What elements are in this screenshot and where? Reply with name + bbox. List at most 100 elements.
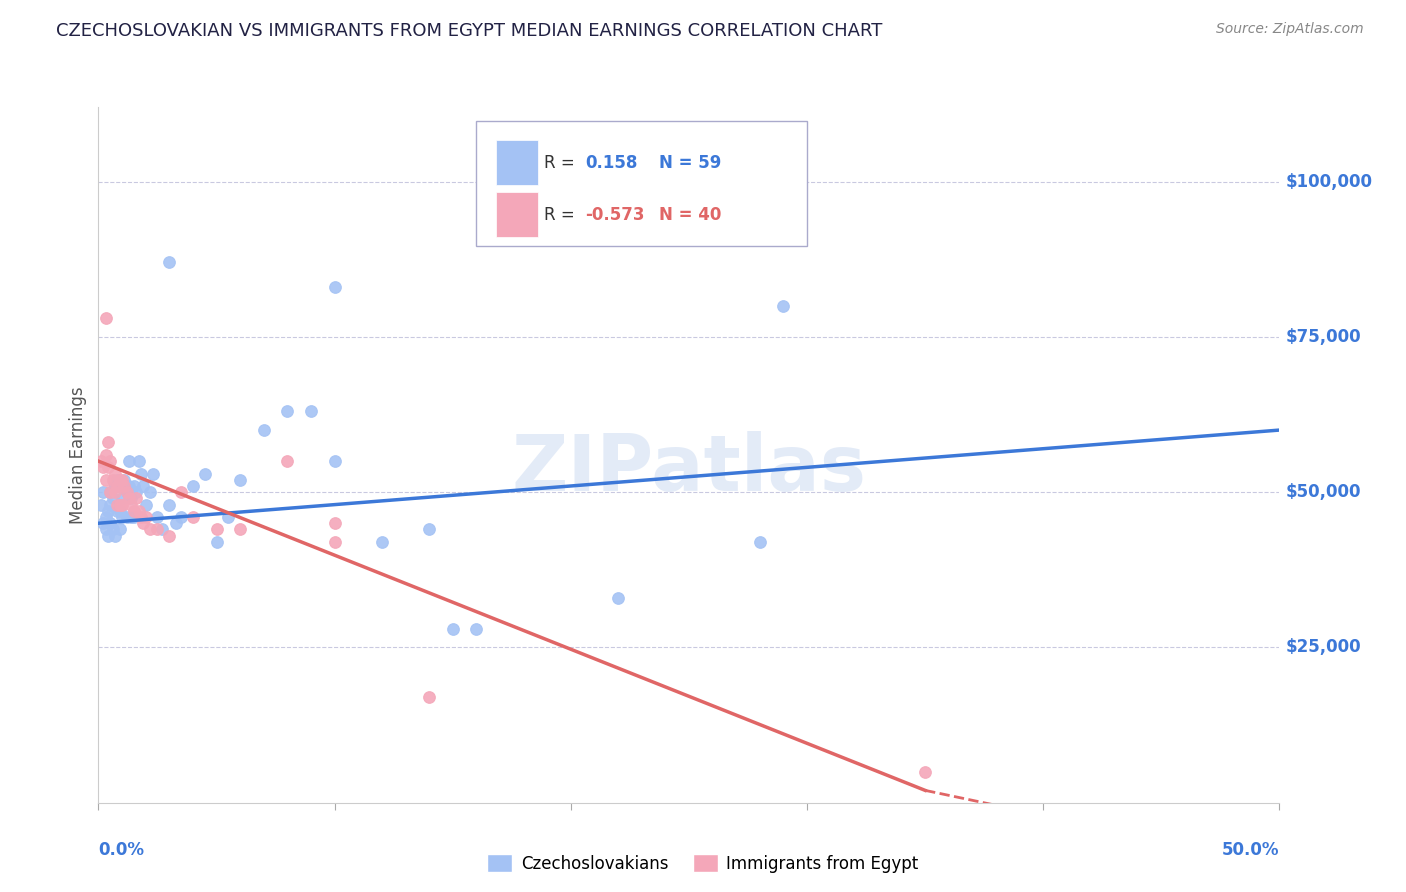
Point [97, 460, 120, 475]
Point [170, 485, 193, 500]
Point [607, 591, 630, 605]
Text: 0.0%: 0.0% [98, 841, 145, 859]
Point [115, 485, 138, 500]
Point [118, 454, 141, 468]
Text: ZIPatlas: ZIPatlas [512, 431, 866, 507]
Point [150, 523, 173, 537]
Point [323, 534, 346, 549]
Point [122, 510, 145, 524]
Y-axis label: Median Earnings: Median Earnings [69, 386, 87, 524]
Point [108, 473, 131, 487]
Point [139, 523, 162, 537]
Point [129, 510, 152, 524]
Text: $50,000: $50,000 [1285, 483, 1361, 501]
Point [276, 454, 298, 468]
Point [121, 498, 143, 512]
Point [142, 467, 165, 481]
Point [101, 473, 124, 487]
Point [91, 460, 114, 475]
Point [98, 498, 121, 512]
Point [97, 504, 120, 518]
Point [98, 454, 121, 468]
Point [253, 423, 276, 437]
Point [97, 435, 120, 450]
Text: $75,000: $75,000 [1285, 328, 1361, 346]
Point [90, 498, 112, 512]
FancyBboxPatch shape [496, 193, 537, 237]
Point [98, 485, 121, 500]
Point [94, 311, 117, 326]
Point [157, 255, 180, 269]
Point [323, 454, 346, 468]
Point [98, 516, 121, 531]
Text: R =: R = [544, 153, 579, 171]
Point [97, 529, 120, 543]
Point [98, 485, 121, 500]
Point [111, 491, 134, 506]
Point [229, 473, 252, 487]
Point [105, 498, 128, 512]
Text: N = 40: N = 40 [659, 206, 721, 224]
Point [418, 690, 440, 705]
Point [170, 510, 193, 524]
FancyBboxPatch shape [496, 140, 537, 186]
Point [108, 498, 131, 512]
Point [132, 479, 155, 493]
Point [181, 510, 204, 524]
Point [122, 504, 145, 518]
Text: R =: R = [544, 206, 579, 224]
Point [128, 504, 150, 518]
Text: N = 59: N = 59 [659, 153, 721, 171]
Text: $100,000: $100,000 [1285, 172, 1372, 191]
Point [91, 516, 114, 531]
Point [111, 473, 134, 487]
Point [132, 516, 155, 531]
Point [101, 523, 124, 537]
Point [94, 448, 117, 462]
Point [146, 523, 169, 537]
Point [112, 479, 135, 493]
Point [371, 534, 394, 549]
Point [121, 491, 143, 506]
Point [165, 516, 187, 531]
Point [914, 764, 936, 779]
Point [111, 510, 134, 524]
Point [146, 510, 169, 524]
Point [91, 485, 114, 500]
Point [125, 491, 148, 506]
Point [118, 491, 141, 506]
Point [111, 498, 134, 512]
Point [105, 473, 128, 487]
Point [94, 523, 117, 537]
Point [108, 504, 131, 518]
Point [748, 534, 770, 549]
Point [323, 516, 346, 531]
Point [104, 467, 127, 481]
Point [181, 479, 204, 493]
Point [139, 485, 162, 500]
Point [104, 529, 127, 543]
Point [115, 510, 138, 524]
Point [205, 534, 228, 549]
Point [194, 467, 217, 481]
Point [299, 404, 322, 418]
Point [441, 622, 464, 636]
Text: -0.573: -0.573 [585, 206, 644, 224]
Point [90, 454, 112, 468]
Point [105, 504, 128, 518]
Point [157, 498, 180, 512]
Point [104, 485, 127, 500]
Point [229, 523, 252, 537]
Point [94, 473, 117, 487]
Point [118, 479, 141, 493]
Point [105, 479, 128, 493]
Point [128, 454, 150, 468]
Point [101, 491, 124, 506]
Text: $25,000: $25,000 [1285, 639, 1361, 657]
Text: 0.158: 0.158 [585, 153, 637, 171]
Point [276, 404, 298, 418]
Point [465, 622, 488, 636]
Point [104, 479, 127, 493]
Point [112, 473, 135, 487]
Point [121, 510, 143, 524]
